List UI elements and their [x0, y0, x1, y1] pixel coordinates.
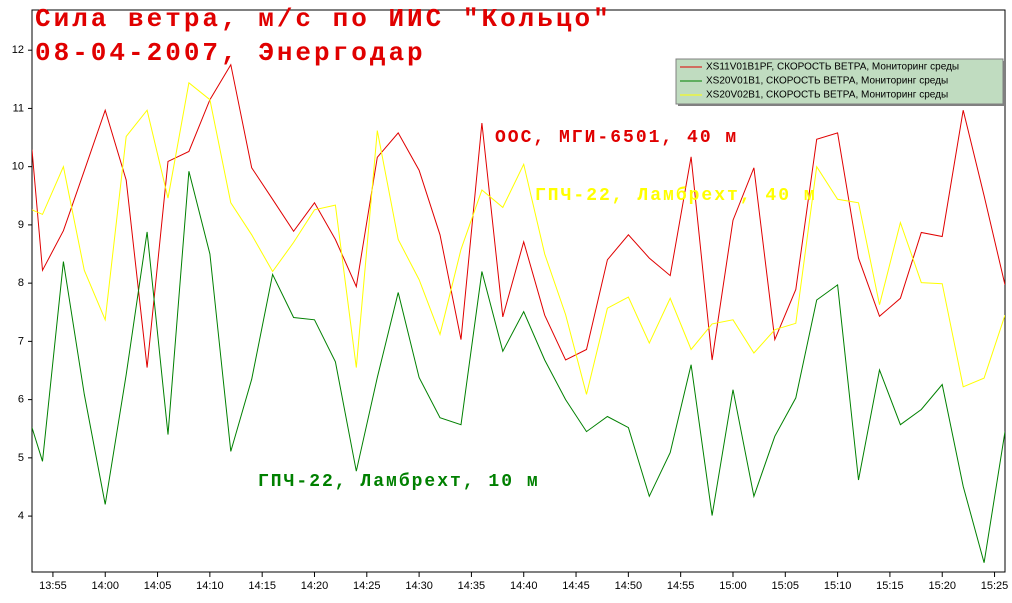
x-tick-label: 15:20	[928, 580, 956, 592]
chart-subtitle: 08-04-2007, Энергодар	[35, 38, 426, 68]
legend-box	[675, 58, 1004, 105]
legend-label: XS20V01B1, СКОРОСТЬ ВЕТРА, Мониторинг ср…	[706, 76, 948, 87]
annotation: ГПЧ-22, Ламбрехт, 40 м	[535, 185, 817, 206]
y-tick-label: 9	[18, 219, 24, 231]
x-tick-label: 14:50	[615, 580, 643, 592]
y-tick-label: 12	[12, 44, 24, 56]
x-tick-label: 13:55	[39, 580, 67, 592]
series-line	[32, 171, 1005, 563]
legend-label: XS11V01B1PF, СКОРОСТЬ ВЕТРА, Мониторинг …	[706, 62, 959, 73]
x-tick-label: 15:25	[981, 580, 1009, 592]
legend-label: XS20V02B1, СКОРОСТЬ ВЕТРА, Мониторинг ср…	[706, 90, 948, 101]
x-tick-label: 15:15	[876, 580, 904, 592]
y-tick-label: 5	[18, 452, 24, 464]
series-line	[32, 63, 1005, 368]
x-tick-label: 14:15	[248, 580, 276, 592]
series-line	[32, 81, 1005, 395]
annotation: ООС, МГИ-6501, 40 м	[495, 128, 738, 148]
y-tick-label: 10	[12, 161, 24, 173]
x-tick-label: 14:30	[405, 580, 433, 592]
y-tick-label: 4	[18, 510, 24, 522]
y-tick-label: 8	[18, 277, 24, 289]
y-tick-label: 6	[18, 394, 24, 406]
x-tick-label: 14:05	[144, 580, 172, 592]
x-tick-label: 14:35	[458, 580, 486, 592]
series-group	[32, 63, 1005, 563]
x-tick-label: 14:25	[353, 580, 381, 592]
x-tick-label: 14:00	[91, 580, 119, 592]
y-tick-label: 11	[13, 102, 24, 114]
chart-title: Сила ветра, м/с по ИИС "Кольцо"	[35, 4, 612, 34]
y-tick-label: 7	[18, 335, 24, 347]
x-tick-label: 15:05	[772, 580, 800, 592]
x-tick-label: 14:45	[562, 580, 590, 592]
x-tick-label: 14:20	[301, 580, 329, 592]
x-tick-label: 14:55	[667, 580, 695, 592]
x-tick-label: 15:10	[824, 580, 852, 592]
x-tick-label: 14:10	[196, 580, 224, 592]
x-tick-label: 14:40	[510, 580, 538, 592]
x-tick-label: 15:00	[719, 580, 747, 592]
annotation: ГПЧ-22, Ламбрехт, 10 м	[258, 471, 540, 492]
